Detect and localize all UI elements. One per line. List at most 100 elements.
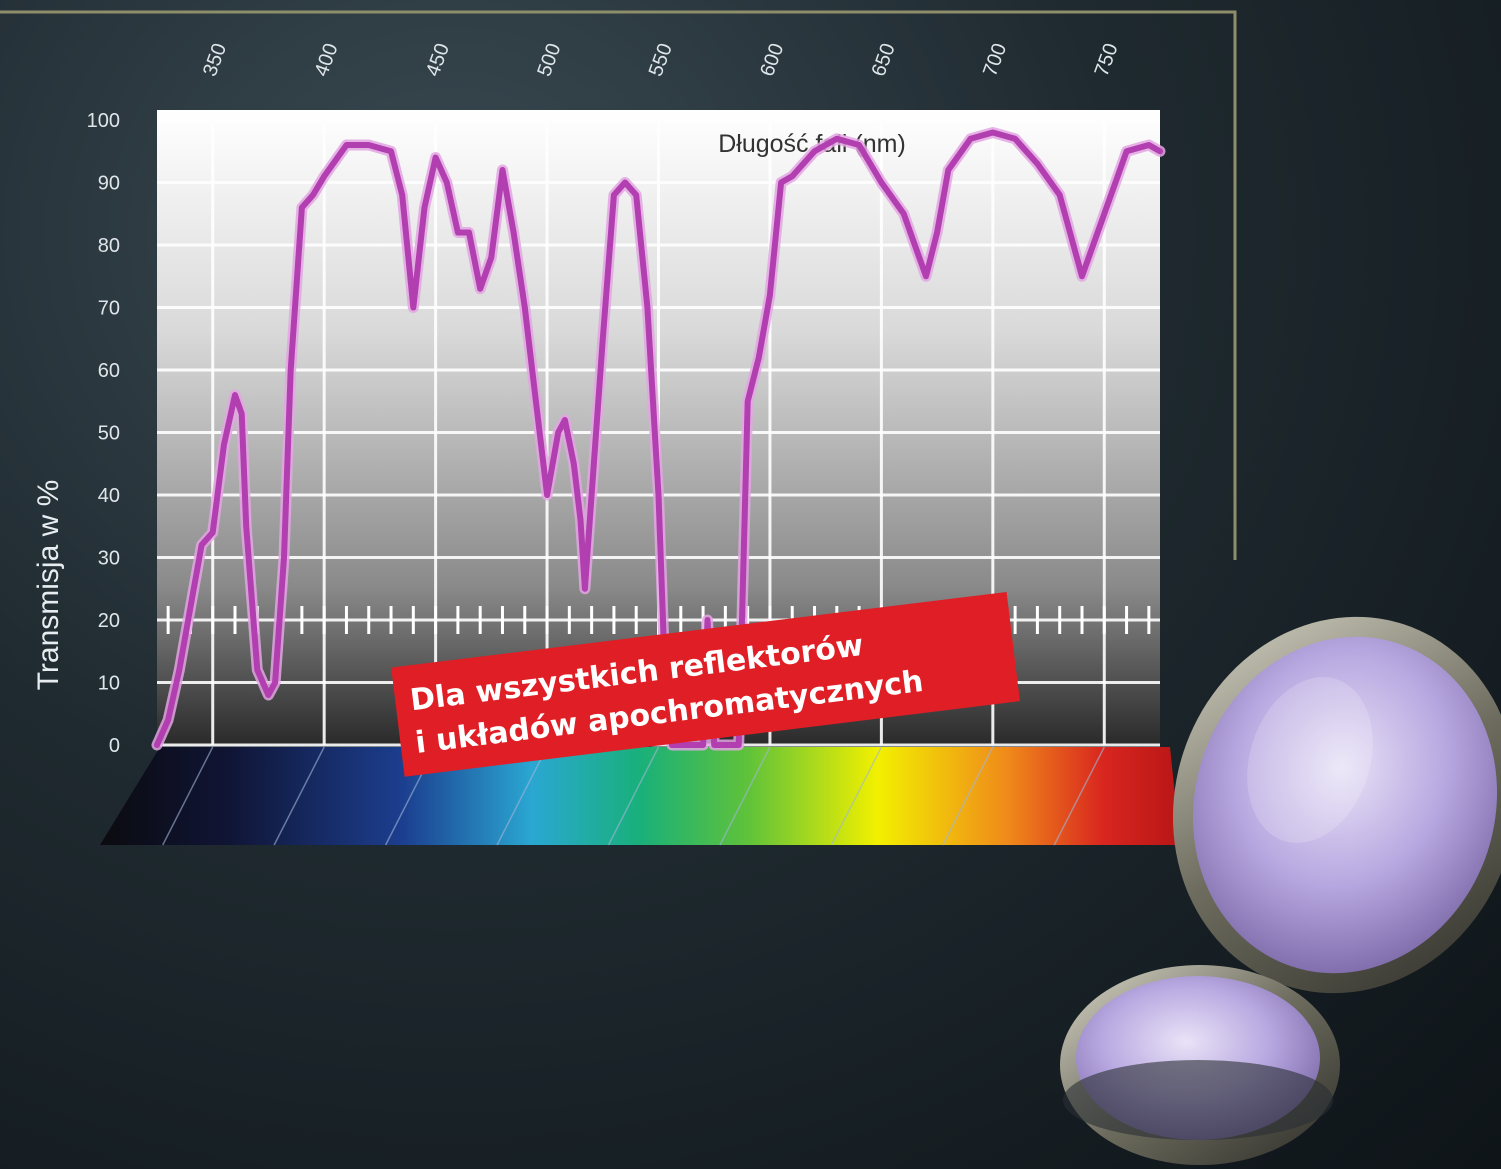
data-point	[990, 130, 996, 135]
annotation-banner-bg	[391, 591, 1020, 777]
y-tick-label: 30	[98, 548, 120, 570]
data-point	[901, 211, 907, 217]
data-point	[187, 605, 193, 610]
data-point	[968, 136, 974, 142]
data-point	[433, 155, 439, 160]
data-point	[310, 192, 316, 198]
data-point	[366, 142, 372, 148]
data-point	[711, 742, 717, 748]
data-point	[221, 442, 227, 448]
data-point	[1124, 148, 1130, 154]
spectrum-divider	[607, 746, 660, 846]
data-point	[210, 530, 216, 535]
data-point	[288, 367, 294, 373]
y-tick-label: 40	[98, 485, 120, 507]
data-point	[705, 617, 711, 623]
data-point	[718, 742, 724, 748]
data-point	[789, 173, 795, 179]
data-point	[934, 230, 940, 235]
data-point	[243, 523, 249, 529]
data-point	[727, 742, 733, 748]
data-point	[522, 305, 528, 310]
data-point	[834, 136, 840, 142]
x-tick-label: 650	[868, 41, 900, 80]
spectrum-divider	[830, 746, 883, 846]
lens-large	[1172, 616, 1501, 994]
data-point	[778, 180, 784, 185]
data-point	[812, 148, 818, 154]
spectrum-divider	[719, 746, 771, 846]
spectrum-divider	[496, 746, 548, 846]
x-tick-label: 700	[979, 41, 1011, 80]
spectrum-divider	[942, 746, 994, 846]
spectrum-bar	[100, 747, 1180, 845]
x-tick-label: 400	[310, 41, 342, 80]
spectrum-divider	[162, 746, 214, 846]
data-point	[644, 305, 650, 310]
data-point	[555, 430, 561, 435]
y-tick-label: 60	[98, 360, 120, 382]
data-point	[176, 667, 182, 673]
data-point	[165, 717, 171, 723]
data-point	[410, 305, 416, 310]
data-point	[856, 142, 862, 148]
data-point	[281, 555, 287, 560]
data-point	[945, 167, 951, 173]
data-point	[1101, 211, 1107, 217]
y-axis-label: Transmisja w %	[32, 480, 65, 691]
spectrum-divider	[1053, 746, 1105, 846]
data-point	[923, 273, 929, 279]
data-point	[254, 667, 260, 673]
data-point	[1012, 136, 1018, 142]
data-point	[239, 411, 245, 417]
data-point	[1079, 273, 1085, 279]
data-point	[488, 255, 494, 260]
y-tick-label: 50	[98, 423, 120, 445]
data-point	[577, 517, 583, 523]
data-point	[321, 173, 327, 179]
data-point	[656, 492, 661, 498]
y-tick-label: 70	[98, 298, 120, 320]
data-point	[477, 286, 483, 292]
data-point	[544, 492, 550, 498]
x-tick-label: 350	[199, 41, 231, 80]
data-point	[1057, 192, 1063, 198]
data-point	[562, 417, 568, 423]
data-point	[633, 192, 639, 198]
data-point	[756, 355, 762, 360]
data-point	[399, 192, 405, 198]
data-point	[511, 230, 517, 235]
data-point	[232, 392, 238, 398]
data-point	[533, 398, 539, 404]
data-point	[499, 167, 505, 173]
data-point	[912, 242, 918, 248]
data-point	[154, 742, 160, 748]
y-tick-label: 0	[109, 735, 120, 757]
data-point	[388, 148, 394, 154]
data-point	[1157, 148, 1163, 154]
x-tick-label: 450	[422, 41, 454, 80]
data-point	[199, 542, 205, 548]
data-point	[700, 742, 706, 748]
data-point	[343, 142, 349, 148]
data-point	[299, 205, 305, 210]
x-tick-label: 550	[645, 41, 677, 80]
data-point	[736, 742, 742, 748]
data-point	[678, 742, 684, 748]
frame-line	[0, 10, 1237, 560]
lens-small	[1060, 965, 1340, 1165]
data-point	[878, 180, 884, 185]
y-tick-label: 90	[98, 173, 120, 195]
x-tick-label: 500	[533, 41, 565, 80]
data-point	[444, 180, 450, 185]
data-point	[571, 461, 577, 467]
data-point	[689, 742, 695, 748]
data-point	[589, 492, 595, 498]
x-tick-labels: 350 400 450 500 550 600 650 700 750	[199, 41, 1123, 80]
data-points	[154, 130, 1163, 748]
data-point	[600, 336, 606, 342]
data-point	[455, 230, 461, 235]
x-tick-label: 750	[1091, 41, 1123, 80]
data-point	[1034, 161, 1040, 167]
